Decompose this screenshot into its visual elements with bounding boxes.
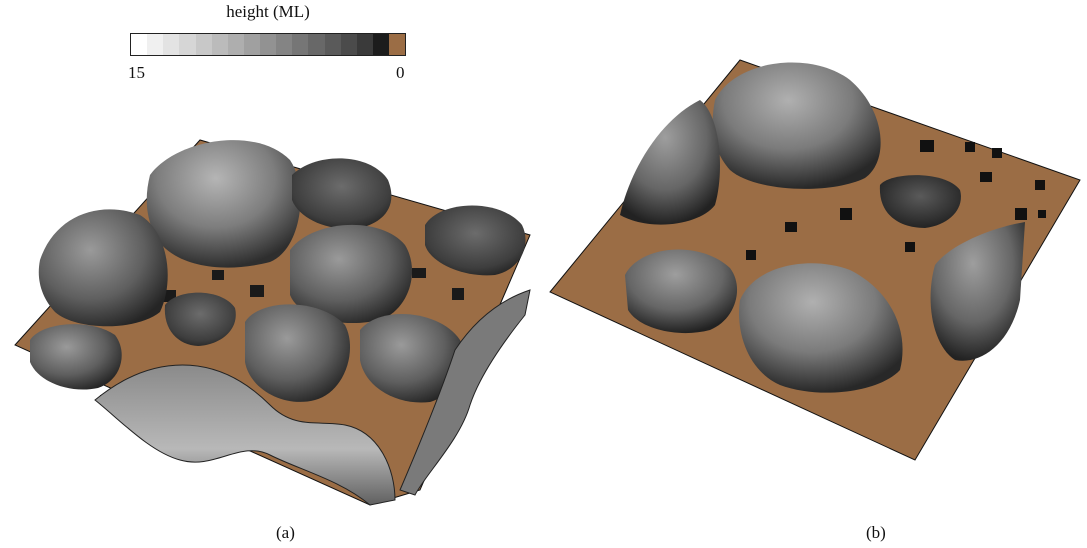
island-a2 <box>38 209 168 327</box>
island-b4 <box>625 249 738 334</box>
colorbar-swatch <box>227 34 244 55</box>
panel-label-b: (b) <box>866 523 886 542</box>
island-a9 <box>30 324 122 390</box>
colorbar-swatch <box>211 34 228 55</box>
colorbar-swatch <box>340 34 357 55</box>
colorbar-swatch <box>324 34 341 55</box>
colorbar-swatch <box>195 34 212 55</box>
colorbar-swatch <box>147 34 164 55</box>
colorbar <box>130 33 406 56</box>
island-a6 <box>164 292 236 346</box>
colorbar-swatch <box>243 34 260 55</box>
surface-plot-a <box>14 139 531 506</box>
colorbar-swatch <box>131 34 148 55</box>
island-b1 <box>712 62 881 189</box>
panel-label-a: (a) <box>276 523 295 542</box>
colorbar-title: height (ML) <box>226 2 310 21</box>
island-a5 <box>425 205 526 276</box>
right-edge-a <box>399 289 531 496</box>
colorbar-swatch <box>292 34 309 55</box>
island-b6 <box>930 222 1025 361</box>
colorbar-swatch <box>260 34 277 55</box>
colorbar-swatch <box>372 34 389 55</box>
colorbar-swatch <box>179 34 196 55</box>
colorbar-swatch <box>356 34 373 55</box>
island-a4 <box>290 224 413 324</box>
colorbar-swatch <box>163 34 180 55</box>
front-edge-a <box>94 364 396 506</box>
colorbar-swatch <box>276 34 293 55</box>
surface-plot-b <box>549 59 1081 461</box>
colorbar-max-label: 0 <box>396 63 405 82</box>
island-b2 <box>620 100 720 225</box>
island-a8 <box>360 313 464 403</box>
colorbar-min-label: 15 <box>128 63 145 82</box>
island-b5 <box>739 263 903 393</box>
island-a1 <box>146 140 301 268</box>
colorbar-swatch <box>308 34 325 55</box>
island-a7 <box>245 304 351 402</box>
island-a3 <box>292 158 392 229</box>
island-b3 <box>879 175 961 228</box>
colorbar-swatch <box>389 34 406 55</box>
